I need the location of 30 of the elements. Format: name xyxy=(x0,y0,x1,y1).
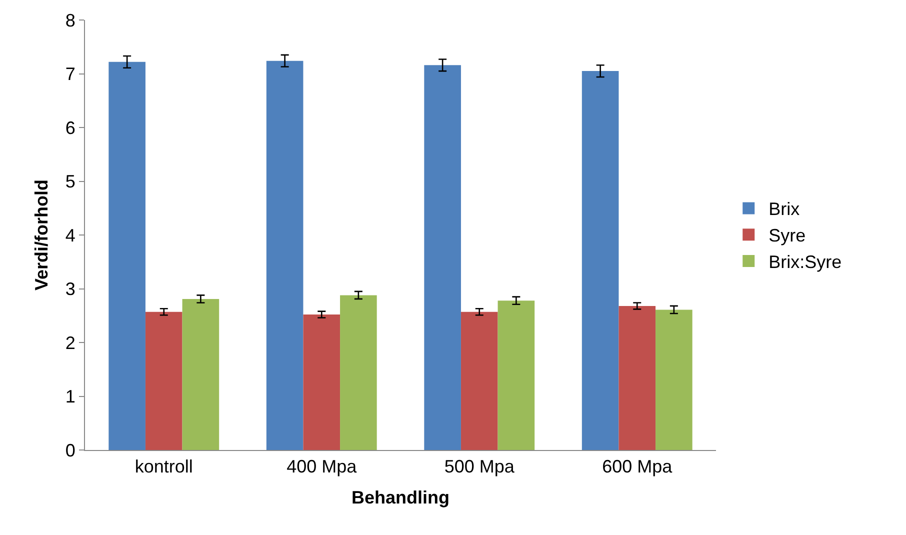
bar xyxy=(424,65,461,450)
bar xyxy=(303,314,340,450)
y-tick-label: 4 xyxy=(65,225,76,246)
legend-label: Syre xyxy=(768,226,806,246)
bar xyxy=(582,71,619,450)
y-axis-title: Verdi/forhold xyxy=(32,179,52,291)
bar xyxy=(145,312,182,450)
x-axis-title: Behandling xyxy=(352,488,450,508)
y-tick-label: 3 xyxy=(65,279,76,300)
legend-label: Brix xyxy=(768,199,800,220)
y-tick-label: 5 xyxy=(65,172,76,192)
y-tick-label: 8 xyxy=(65,10,76,30)
bar xyxy=(498,300,535,450)
y-tick-label: 6 xyxy=(65,118,76,138)
bar xyxy=(108,62,146,450)
x-tick-label: kontroll xyxy=(134,456,193,477)
x-tick-label: 400 Mpa xyxy=(286,456,358,477)
y-tick-label: 0 xyxy=(65,440,76,460)
bar xyxy=(460,312,498,450)
bar xyxy=(618,306,656,450)
bar xyxy=(266,60,304,450)
y-tick-label: 7 xyxy=(65,64,76,84)
y-tick-label: 2 xyxy=(65,332,76,353)
bar xyxy=(656,310,692,450)
bar xyxy=(182,298,220,450)
bar xyxy=(340,295,377,450)
y-tick-label: 1 xyxy=(65,386,76,407)
x-tick-label: 500 Mpa xyxy=(444,456,516,477)
legend-label: Brix:Syre xyxy=(768,252,842,272)
x-tick-label: 600 Mpa xyxy=(602,456,674,477)
